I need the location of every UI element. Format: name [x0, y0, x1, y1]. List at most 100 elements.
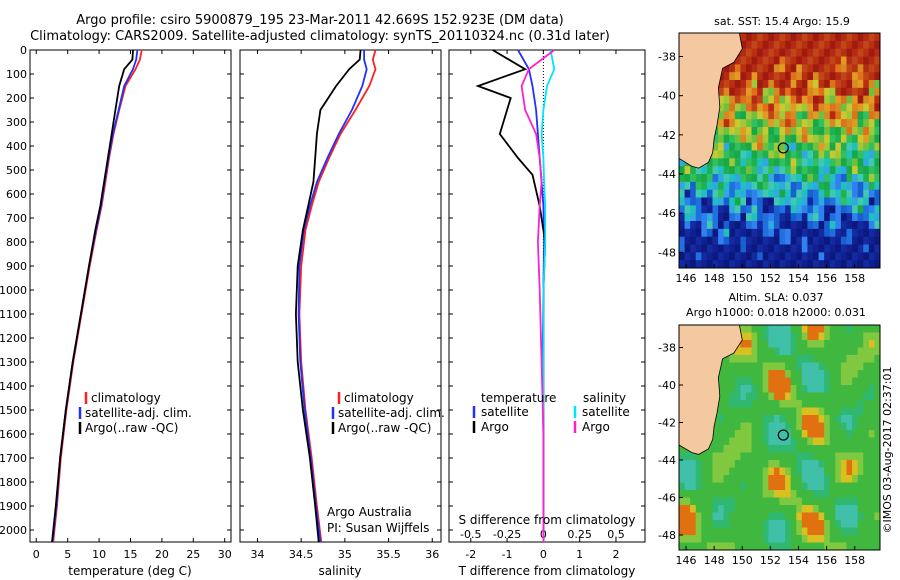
map-cell — [840, 497, 847, 506]
map-cell — [706, 535, 713, 543]
map-cell — [746, 95, 753, 104]
map-cell — [824, 325, 831, 333]
map-cell — [840, 415, 847, 423]
map-cell — [852, 119, 859, 128]
map-cell — [807, 80, 814, 89]
map-cell — [857, 260, 864, 268]
map-cell — [852, 535, 859, 543]
map-cell — [863, 520, 870, 528]
map-cell — [840, 142, 847, 151]
map-cell — [751, 142, 758, 151]
map-cell — [807, 72, 814, 81]
map-cell — [740, 197, 747, 206]
map-cell — [813, 166, 820, 175]
map-cell — [718, 80, 725, 89]
map-field — [679, 325, 880, 550]
map-cell — [729, 87, 736, 97]
map-cell — [768, 542, 775, 550]
map-cell — [857, 437, 864, 446]
map-cell — [729, 407, 736, 416]
map-cell — [790, 482, 797, 491]
map-cell — [818, 370, 825, 378]
y-tick-label: 800 — [6, 236, 27, 249]
map-cell — [829, 252, 836, 261]
map-cell — [757, 181, 764, 191]
map-cell — [857, 445, 864, 453]
map-cell — [801, 445, 808, 453]
map-cell — [824, 527, 831, 536]
map-cell — [840, 103, 847, 112]
map-cell — [746, 48, 753, 57]
map-cell — [868, 166, 875, 175]
map-cell — [757, 460, 764, 468]
map-cell — [840, 150, 847, 159]
map-cell — [874, 422, 880, 431]
map-cell — [734, 142, 741, 151]
map-cell — [768, 64, 775, 73]
map-cell — [768, 158, 775, 167]
map-cell — [813, 174, 820, 183]
map-cell — [684, 260, 691, 268]
map-cell — [701, 505, 708, 513]
map-cell — [762, 452, 769, 461]
map-cell — [818, 103, 825, 112]
map-cell — [840, 221, 847, 230]
map-cell — [868, 119, 875, 128]
map-cell — [835, 415, 842, 423]
map-cell — [796, 158, 803, 167]
map-cell — [785, 72, 792, 81]
map-cell — [746, 415, 753, 423]
salinity-plot: 34 34.5 35 35.5 36 — [240, 49, 441, 561]
map-cell — [801, 260, 808, 268]
map-cell — [790, 181, 797, 191]
map-cell — [829, 527, 836, 536]
map-cell — [829, 325, 836, 333]
map-cell — [829, 142, 836, 151]
map-cell — [840, 166, 847, 175]
map-cell — [729, 142, 736, 151]
map-cell — [824, 166, 831, 175]
map-cell — [796, 48, 803, 57]
map-cell — [796, 150, 803, 159]
map-cell — [857, 520, 864, 528]
map-cell — [718, 385, 725, 393]
map-cell — [813, 87, 820, 97]
map-cell — [829, 150, 836, 159]
map-cell — [785, 134, 792, 144]
map-cell — [829, 445, 836, 453]
map-cell — [840, 400, 847, 408]
map-cell — [701, 452, 708, 461]
map-cell — [746, 260, 753, 268]
map-cell — [801, 422, 808, 431]
map-cell — [734, 189, 741, 198]
map-cell — [824, 355, 831, 363]
map-cell — [846, 332, 853, 341]
map-cell — [813, 407, 820, 416]
map-cell — [779, 134, 786, 144]
map-cell — [773, 127, 780, 136]
map-cell — [874, 340, 880, 348]
map-cell — [813, 362, 820, 371]
map-cell — [762, 87, 769, 97]
map-cell — [846, 228, 853, 238]
map-cell — [801, 520, 808, 528]
map-cell — [785, 260, 792, 268]
map-cell — [840, 64, 847, 73]
map-cell — [785, 355, 792, 363]
map-cell — [824, 95, 831, 104]
map-cell — [773, 340, 780, 348]
map-cell — [863, 221, 870, 230]
map-cell — [796, 400, 803, 408]
map-cell — [863, 228, 870, 238]
argo-position-marker — [777, 429, 789, 441]
map-cell — [790, 174, 797, 183]
map-cell — [824, 542, 831, 550]
map-cell — [746, 87, 753, 97]
map-cell — [729, 535, 736, 543]
map-cell — [801, 87, 808, 97]
map-cell — [840, 520, 847, 528]
map-cell — [846, 197, 853, 206]
series-line-satellite-adj-clim- — [51, 49, 139, 543]
map-cell — [718, 166, 725, 175]
map-cell — [718, 460, 725, 468]
